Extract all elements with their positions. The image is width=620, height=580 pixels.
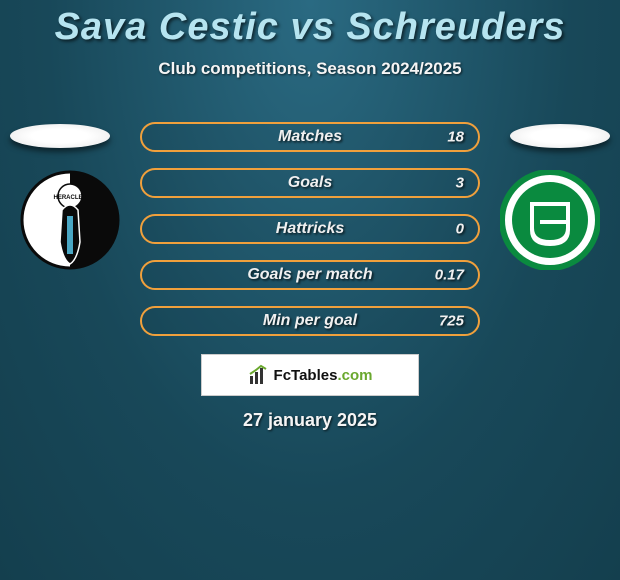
- attribution-text: FcTables.com: [274, 367, 373, 384]
- stat-right-value: 3: [456, 175, 464, 192]
- stat-row: Goals 3: [140, 168, 480, 198]
- snapshot-date: 27 january 2025: [0, 410, 620, 431]
- stat-label: Min per goal: [263, 312, 357, 330]
- stat-row: Min per goal 725: [140, 306, 480, 336]
- club-badge-right: [500, 170, 600, 270]
- chart-icon: [248, 364, 270, 386]
- stat-label: Hattricks: [276, 220, 344, 238]
- stat-right-value: 725: [439, 313, 464, 330]
- player-portrait-right: [510, 124, 610, 148]
- attribution-badge: FcTables.com: [201, 354, 419, 396]
- stat-row: Matches 18: [140, 122, 480, 152]
- stat-label: Matches: [278, 128, 342, 146]
- club-badge-left: HERACLES: [20, 170, 120, 270]
- page-title: Sava Cestic vs Schreuders: [0, 0, 620, 49]
- stats-panel: Matches 18 Goals 3 Hattricks 0 Goals per match…: [140, 122, 480, 352]
- stat-right-value: 0.17: [435, 267, 464, 284]
- player-portrait-left: [10, 124, 110, 148]
- svg-text:HERACLES: HERACLES: [53, 195, 86, 201]
- stat-label: Goals per match: [247, 266, 372, 284]
- stat-row: Goals per match 0.17: [140, 260, 480, 290]
- stat-row: Hattricks 0: [140, 214, 480, 244]
- stat-label: Goals: [288, 174, 332, 192]
- stat-right-value: 0: [456, 221, 464, 238]
- stat-right-value: 18: [447, 129, 464, 146]
- subtitle: Club competitions, Season 2024/2025: [0, 59, 620, 79]
